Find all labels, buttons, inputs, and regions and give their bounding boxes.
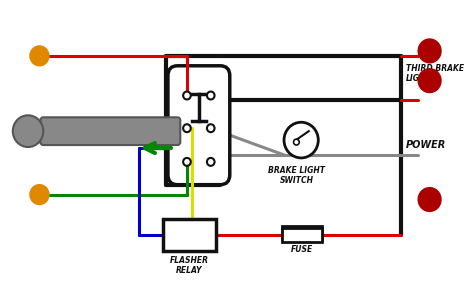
Circle shape bbox=[418, 39, 441, 63]
FancyBboxPatch shape bbox=[282, 228, 322, 242]
Circle shape bbox=[293, 139, 299, 145]
Circle shape bbox=[183, 91, 191, 100]
Circle shape bbox=[207, 158, 215, 166]
Text: BRAKE LIGHT
SWITCH: BRAKE LIGHT SWITCH bbox=[268, 166, 325, 185]
Circle shape bbox=[30, 46, 49, 66]
FancyBboxPatch shape bbox=[282, 226, 322, 240]
Circle shape bbox=[207, 91, 215, 100]
Text: POWER: POWER bbox=[406, 140, 446, 150]
Circle shape bbox=[183, 124, 191, 132]
FancyBboxPatch shape bbox=[168, 66, 230, 185]
FancyBboxPatch shape bbox=[40, 117, 180, 145]
Text: FLASHER
RELAY: FLASHER RELAY bbox=[170, 256, 209, 275]
Text: FUSE: FUSE bbox=[291, 245, 313, 254]
Circle shape bbox=[418, 188, 441, 211]
Circle shape bbox=[418, 69, 441, 92]
Circle shape bbox=[207, 124, 215, 132]
Circle shape bbox=[284, 122, 318, 158]
FancyBboxPatch shape bbox=[163, 219, 216, 251]
Circle shape bbox=[183, 158, 191, 166]
Circle shape bbox=[30, 185, 49, 205]
Text: THIRD BRAKE
LIGHT: THIRD BRAKE LIGHT bbox=[406, 63, 464, 83]
Circle shape bbox=[13, 115, 43, 147]
